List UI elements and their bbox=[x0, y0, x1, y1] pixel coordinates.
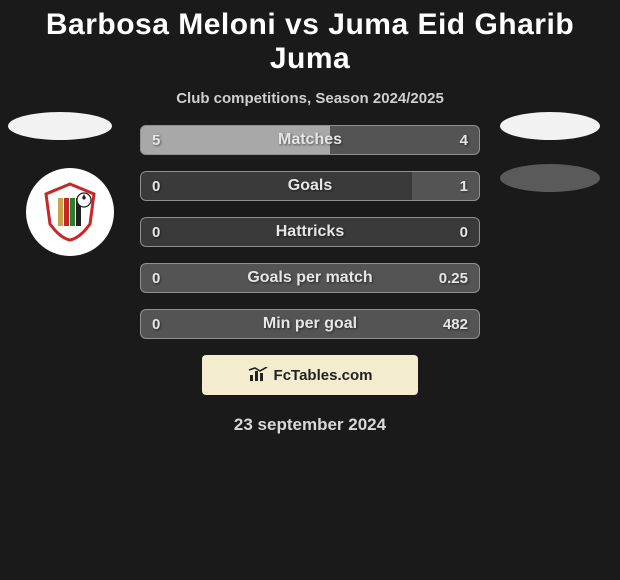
bar-value-left: 5 bbox=[152, 125, 160, 155]
bar-value-left: 0 bbox=[152, 263, 160, 293]
stat-bars: Matches54Goals01Hattricks00Goals per mat… bbox=[140, 125, 480, 339]
stat-bar-row: Goals0 1 bbox=[140, 171, 480, 201]
bar-label: Min per goal bbox=[140, 309, 480, 339]
left-player-ellipse bbox=[8, 112, 112, 140]
attribution-text: FcTables.com bbox=[274, 367, 373, 384]
bar-chart-icon bbox=[248, 367, 268, 383]
bar-value-right: 0 bbox=[460, 217, 468, 247]
bar-value-right: 4 bbox=[460, 125, 468, 155]
stat-bar-row: Matches5 4 bbox=[140, 125, 480, 155]
club-crest-icon bbox=[38, 180, 102, 244]
date-label: 23 september 2024 bbox=[0, 395, 620, 435]
attribution-badge: FcTables.com bbox=[202, 355, 418, 395]
body-area: Matches54Goals01Hattricks00Goals per mat… bbox=[0, 125, 620, 435]
bar-value-left: 0 bbox=[152, 309, 160, 339]
stat-bar-row: Hattricks0 0 bbox=[140, 217, 480, 247]
bar-label: Goals per match bbox=[140, 263, 480, 293]
bar-value-left: 0 bbox=[152, 171, 160, 201]
bar-value-right: 482 bbox=[443, 309, 468, 339]
bar-label: Goals bbox=[140, 171, 480, 201]
right-player-ellipse bbox=[500, 112, 600, 140]
bar-label: Matches bbox=[140, 125, 480, 155]
left-club-badge bbox=[26, 168, 114, 256]
right-player-ellipse-2 bbox=[500, 164, 600, 192]
page-title: Barbosa Meloni vs Juma Eid Gharib Juma bbox=[0, 0, 620, 76]
stat-bar-row: Min per goal0 482 bbox=[140, 309, 480, 339]
bar-value-left: 0 bbox=[152, 217, 160, 247]
comparison-card: Barbosa Meloni vs Juma Eid Gharib Juma C… bbox=[0, 0, 620, 580]
bar-value-right: 0.25 bbox=[439, 263, 468, 293]
bar-label: Hattricks bbox=[140, 217, 480, 247]
bar-value-right: 1 bbox=[460, 171, 468, 201]
stat-bar-row: Goals per match0 0.25 bbox=[140, 263, 480, 293]
